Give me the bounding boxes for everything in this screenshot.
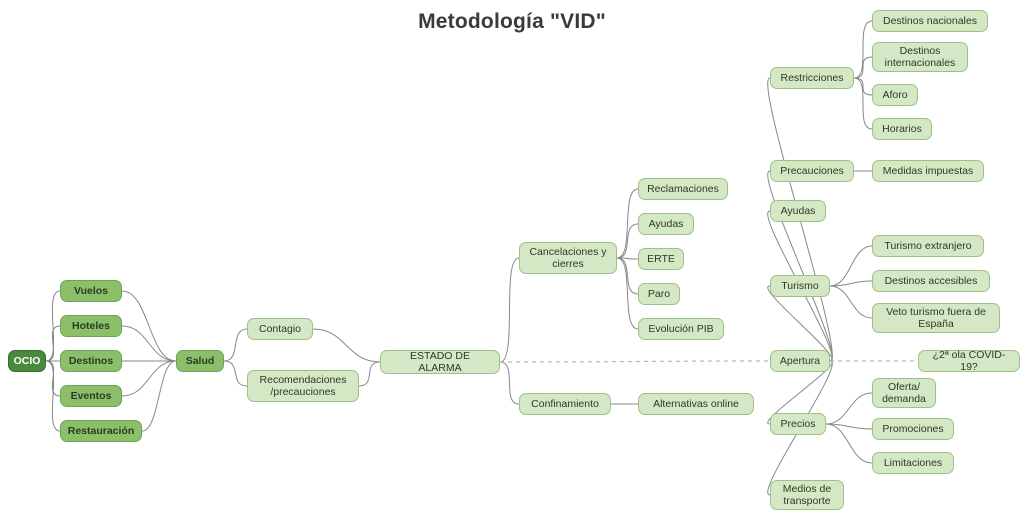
node-cancel: Cancelaciones y cierres <box>519 242 617 274</box>
node-vuelos: Vuelos <box>60 280 122 302</box>
edge-recom-estado <box>359 362 380 386</box>
edge-precios-promo <box>826 424 872 429</box>
edge-precios-oferta <box>826 393 872 424</box>
node-destnac: Destinos nacionales <box>872 10 988 32</box>
node-horarios: Horarios <box>872 118 932 140</box>
node-altonl: Alternativas online <box>638 393 754 415</box>
node-pib: Evolución PIB <box>638 318 724 340</box>
node-ocio: OCIO <box>8 350 46 372</box>
node-ola2: ¿2ª ola COVID-19? <box>918 350 1020 372</box>
node-veto: Veto turismo fuera de España <box>872 303 1000 333</box>
edge-salud-recom <box>224 361 247 386</box>
node-destacc: Destinos accesibles <box>872 270 990 292</box>
node-medios: Medios de transporte <box>770 480 844 510</box>
edge-precios-limit <box>826 424 872 463</box>
edge-turismo-turext <box>830 246 872 286</box>
edge-restaur-salud <box>142 361 176 431</box>
node-precios: Precios <box>770 413 826 435</box>
node-turismo: Turismo <box>770 275 830 297</box>
node-hoteles: Hoteles <box>60 315 122 337</box>
edge-hoteles-salud <box>122 326 176 361</box>
node-promo: Promociones <box>872 418 954 440</box>
node-reclam: Reclamaciones <box>638 178 728 200</box>
node-turext: Turismo extranjero <box>872 235 984 257</box>
edge-contagio-estado <box>313 329 380 362</box>
node-erte: ERTE <box>638 248 684 270</box>
node-destinos: Destinos <box>60 350 122 372</box>
node-apertura: Apertura <box>770 350 830 372</box>
dashed-edge-estado-apertura <box>500 361 770 362</box>
edge-salud-contagio <box>224 329 247 361</box>
node-precau: Precauciones <box>770 160 854 182</box>
edge-estado-confin <box>500 362 519 404</box>
node-recom: Recomendaciones /precauciones <box>247 370 359 402</box>
node-confin: Confinamiento <box>519 393 611 415</box>
node-ayudas2: Ayudas <box>770 200 826 222</box>
node-ayudas1: Ayudas <box>638 213 694 235</box>
node-contagio: Contagio <box>247 318 313 340</box>
edge-vuelos-salud <box>122 291 176 361</box>
edge-estado-cancel <box>500 258 519 362</box>
node-restric: Restricciones <box>770 67 854 89</box>
node-limit: Limitaciones <box>872 452 954 474</box>
edge-turismo-veto <box>830 286 872 318</box>
edges-layer <box>0 0 1024 522</box>
node-oferta: Oferta/ demanda <box>872 378 936 408</box>
node-medimp: Medidas impuestas <box>872 160 984 182</box>
node-restaur: Restauración <box>60 420 142 442</box>
node-paro: Paro <box>638 283 680 305</box>
node-salud: Salud <box>176 350 224 372</box>
edge-cancel-reclam <box>617 189 638 258</box>
node-eventos: Eventos <box>60 385 122 407</box>
edge-turismo-destacc <box>830 281 872 286</box>
node-aforo: Aforo <box>872 84 918 106</box>
node-destint: Destinos internacionales <box>872 42 968 72</box>
edge-ocio-hoteles <box>46 326 60 361</box>
node-estado: ESTADO DE ALARMA <box>380 350 500 374</box>
